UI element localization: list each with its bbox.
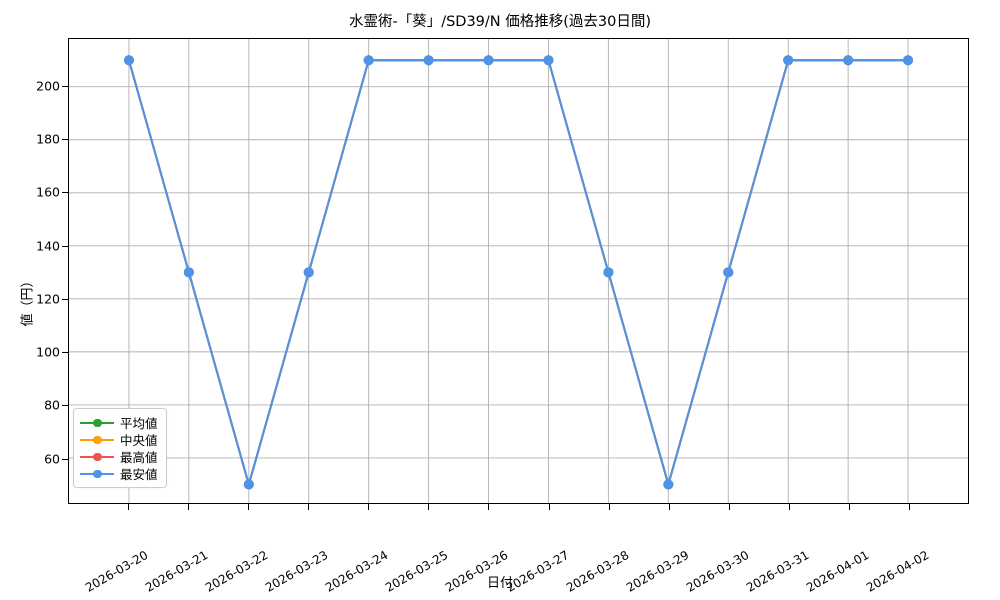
y-tick-mark [62, 85, 68, 87]
data-point [243, 479, 254, 490]
x-tick-mark [128, 504, 130, 510]
data-point [903, 55, 914, 66]
data-point [843, 55, 854, 66]
legend-marker-icon [93, 418, 102, 428]
legend-marker-icon [93, 452, 102, 462]
chart-title: 水霊術-「葵」/SD39/N 価格推移(過去30日間) [348, 14, 652, 30]
x-tick-mark [608, 504, 610, 510]
data-point [663, 479, 674, 490]
legend-item-0[interactable]: 平均値 [80, 414, 158, 431]
y-tick-mark [62, 352, 68, 354]
data-point [543, 55, 554, 66]
x-tick-mark [908, 504, 910, 510]
legend-swatch-icon [80, 450, 114, 464]
data-point [783, 55, 794, 66]
data-point [723, 267, 734, 278]
x-tick-mark [548, 504, 550, 510]
legend-item-2[interactable]: 最高値 [80, 448, 158, 465]
data-point [483, 55, 494, 66]
x-axis-title: 日付 [486, 576, 513, 591]
legend-marker-icon [93, 435, 102, 445]
chart-legend[interactable]: 平均値中央値最高値最安値 [73, 408, 167, 488]
x-tick-mark [668, 504, 670, 510]
data-point [183, 267, 194, 278]
legend-item-3[interactable]: 最安値 [80, 465, 158, 482]
series-line-0 [127, 59, 910, 486]
x-tick-mark [248, 504, 250, 510]
x-tick-mark [188, 504, 190, 510]
x-tick-mark [488, 504, 490, 510]
data-point [363, 55, 374, 66]
y-tick-mark [62, 245, 68, 247]
y-tick-label: 60 [44, 451, 60, 467]
data-point [123, 55, 134, 66]
data-point [603, 267, 614, 278]
data-point [423, 55, 434, 66]
legend-swatch-icon [80, 416, 114, 430]
data-point [303, 267, 314, 278]
y-tick-mark [62, 458, 68, 460]
legend-marker-icon [93, 469, 102, 479]
legend-label: 平均値 [120, 416, 158, 431]
legend-label: 中央値 [120, 433, 158, 448]
y-tick-label: 80 [44, 397, 60, 413]
x-tick-mark [788, 504, 790, 510]
legend-label: 最安値 [120, 467, 158, 482]
y-tick-mark [62, 405, 68, 407]
series-line-2 [127, 59, 910, 486]
series-line-1 [127, 59, 910, 486]
y-tick-label: 120 [36, 291, 60, 307]
y-tick-mark [62, 139, 68, 141]
x-tick-mark [308, 504, 310, 510]
legend-swatch-icon [80, 467, 114, 481]
y-tick-label: 180 [36, 131, 60, 147]
y-tick-mark [62, 298, 68, 300]
y-tick-mark [62, 192, 68, 194]
x-tick-mark [848, 504, 850, 510]
legend-label: 最高値 [120, 450, 158, 465]
legend-swatch-icon [80, 433, 114, 447]
plot-area [68, 38, 969, 504]
y-tick-label: 200 [36, 78, 60, 94]
y-tick-label: 160 [36, 184, 60, 200]
legend-item-1[interactable]: 中央値 [80, 431, 158, 448]
series-line-3 [127, 59, 910, 486]
x-tick-mark [368, 504, 370, 510]
data-series-layer [123, 55, 914, 490]
x-tick-mark [728, 504, 730, 510]
y-tick-label: 140 [36, 238, 60, 254]
y-tick-label: 100 [36, 344, 60, 360]
x-tick-mark [428, 504, 430, 510]
